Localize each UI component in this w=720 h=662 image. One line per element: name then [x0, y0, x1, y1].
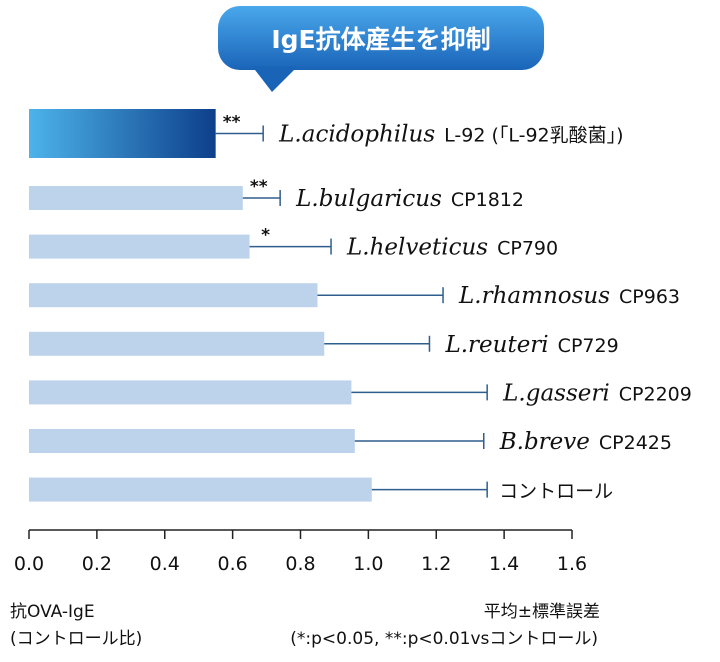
strain-name: CP790: [497, 238, 558, 260]
species-name: L.helveticus: [346, 235, 488, 261]
x-tick-label: 0.8: [285, 553, 315, 575]
x-tick-label: 1.6: [557, 553, 587, 575]
x-tick-label: 0.4: [150, 553, 180, 575]
species-name: L.rhamnosus: [458, 283, 610, 309]
bars-layer: ** L.acidophilus L-92 (「L-92乳酸菌」) ** L.bulga…: [29, 109, 692, 503]
significance-marker: *: [261, 226, 270, 246]
bar: [29, 109, 216, 158]
bar-label: L.reuteri CP729: [444, 332, 618, 358]
bar-label: L.acidophilus L-92 (「L-92乳酸菌」): [278, 122, 623, 148]
species-name: L.gasseri: [502, 380, 610, 406]
callout-text: IgE抗体産生を抑制: [271, 25, 490, 54]
x-tick-label: 0.0: [14, 553, 44, 575]
bar-label: L.gasseri CP2209: [502, 380, 692, 406]
bar-label: L.rhamnosus CP963: [458, 283, 680, 309]
strain-name: CP2425: [599, 432, 672, 454]
bar-group: L.gasseri CP2209: [29, 380, 692, 406]
x-tick-label: 0.6: [218, 553, 248, 575]
bar-group: ** L.acidophilus L-92 (「L-92乳酸菌」): [29, 109, 624, 158]
bar-group: ** L.bulgaricus CP1812: [29, 177, 524, 212]
bar: [29, 477, 372, 502]
x-tick-label: 0.2: [82, 553, 112, 575]
x-axis: 0.0 0.2 0.4 0.6 0.8 1.0 1.2 1.4 1.6: [14, 529, 587, 575]
x-axis-label-line1: 抗OVA-IgE: [10, 602, 95, 622]
bar-label: L.bulgaricus CP1812: [295, 186, 524, 212]
bar-group: L.rhamnosus CP963: [29, 283, 680, 309]
bar-label: コントロール: [499, 481, 613, 503]
x-tick-label: 1.2: [421, 553, 451, 575]
strain-name: CP729: [558, 335, 619, 357]
bar: [29, 380, 352, 405]
bar-group: * L.helveticus CP790: [29, 226, 558, 261]
bar-group: B.breve CP2425: [29, 429, 672, 455]
significance-marker: **: [250, 177, 268, 197]
x-axis-label-line2: (コントロール比): [10, 629, 143, 649]
strain-name: CP2209: [619, 383, 692, 405]
species-name: L.bulgaricus: [295, 186, 442, 212]
strain-name: CP963: [619, 286, 680, 308]
x-tick-label: 1.4: [489, 553, 519, 575]
bar-label: B.breve CP2425: [499, 429, 672, 455]
x-tick-label: 1.0: [353, 553, 383, 575]
bar-label: L.helveticus CP790: [346, 235, 558, 261]
significance-note: (*:p<0.05, **:p<0.01vsコントロール): [290, 629, 598, 649]
bar: [29, 429, 355, 453]
bar: [29, 331, 325, 356]
strain-name: CP1812: [451, 189, 524, 211]
error-note: 平均±標準誤差: [483, 602, 600, 622]
species-name: L.acidophilus: [278, 122, 435, 148]
bar-group: L.reuteri CP729: [29, 331, 619, 358]
bar: [29, 234, 250, 259]
species-name: L.reuteri: [444, 332, 548, 358]
species-name: B.breve: [499, 429, 590, 455]
bar: [29, 186, 243, 210]
bar: [29, 283, 318, 308]
callout-bubble: IgE抗体産生を抑制: [218, 6, 544, 92]
strain-name: コントロール: [499, 481, 613, 503]
significance-marker: **: [223, 113, 241, 133]
strain-name: L-92 (「L-92乳酸菌」): [444, 125, 623, 147]
bar-group: コントロール: [29, 477, 613, 503]
